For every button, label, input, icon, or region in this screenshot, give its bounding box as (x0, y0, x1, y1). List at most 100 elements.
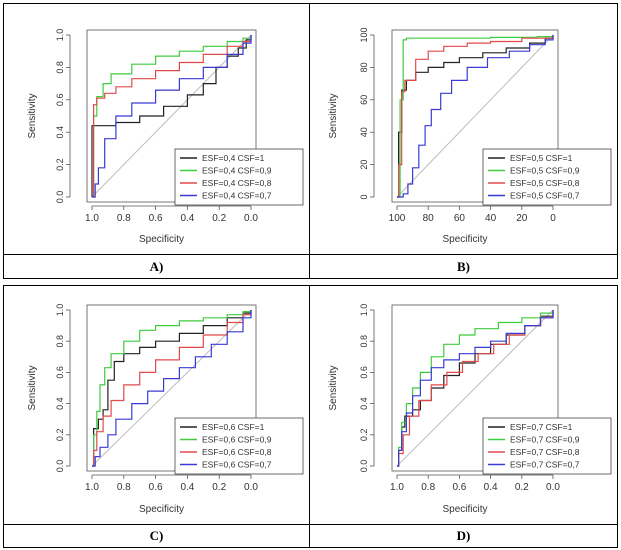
x-tick-label: 0.6 (149, 213, 163, 224)
x-tick-label: 1.0 (390, 482, 404, 493)
x-tick-label: 0.4 (180, 482, 194, 493)
series-line-3 (92, 310, 252, 467)
series-line-2 (397, 35, 554, 198)
y-tick-label: 0.2 (55, 158, 65, 171)
y-tick-label: 0.0 (359, 460, 369, 473)
legend-entry: ESF=0,7 CSF=1 (510, 422, 573, 432)
y-tick-label: 0.8 (55, 61, 65, 74)
diagonal-line-d (396, 309, 554, 467)
x-tick-label: 80 (423, 213, 435, 224)
chart-b: 100 80 60 40 20 0 0 20 40 60 80 100 Specificity Sensi… (328, 27, 612, 245)
y-tick-label: 100 (359, 27, 369, 42)
legend-entry: ESF=0,6 CSF=0,8 (202, 447, 272, 457)
panel-b: 100 80 60 40 20 0 0 20 40 60 80 100 Specificity Sensi… (309, 3, 618, 255)
y-axis-label-c: Sensitivity (27, 365, 38, 410)
series-line-2 (397, 310, 554, 467)
legend-entry: ESF=0,7 CSF=0,9 (510, 435, 580, 445)
y-tick-label: 60 (359, 95, 369, 105)
chart-c: 1.0 0.8 0.6 0.4 0.2 0.0 0.0 0.2 0.4 0.6 0.8 1.0 Spec… (27, 304, 304, 515)
y-axis-label-a: Sensitivity (27, 93, 38, 138)
y-tick-label: 0.0 (55, 191, 65, 204)
series-line-3 (92, 35, 252, 198)
legend-entry: ESF=0,4 CSF=0,7 (202, 191, 272, 201)
y-tick-label: 0.4 (55, 397, 65, 410)
legend-entry: ESF=0,7 CSF=0,8 (510, 447, 580, 457)
plot-frame-d (391, 304, 559, 472)
plot-frame-a (86, 29, 257, 203)
x-tick-label: 1.0 (85, 213, 99, 224)
y-tick-label: 1.0 (55, 29, 65, 42)
y-axis-label-d: Sensitivity (328, 365, 339, 410)
x-tick-label: 0.4 (180, 213, 194, 224)
x-tick-label: 0.2 (212, 213, 226, 224)
legend-entry: ESF=0,6 CSF=0,7 (202, 460, 272, 470)
panel-c: 1.0 0.8 0.6 0.4 0.2 0.0 0.0 0.2 0.4 0.6 0.8 1.0 Spec… (3, 285, 310, 525)
x-tick-label: 0.2 (212, 482, 226, 493)
x-axis-label-a: Specificity (139, 234, 184, 245)
series-line-4 (92, 310, 252, 467)
diagonal-line-b (396, 34, 554, 198)
legend-entry: ESF=0,6 CSF=1 (202, 422, 265, 432)
legend-entry: ESF=0,4 CSF=1 (202, 153, 265, 163)
x-tick-label: 0.0 (546, 482, 560, 493)
x-tick-label: 0.8 (421, 482, 435, 493)
panel-a: 1.0 0.8 0.6 0.4 0.2 0.0 0.0 0.2 0.4 0.6 0.8 1.0 Spec… (3, 3, 310, 255)
legend-entry: ESF=0,6 CSF=0,9 (202, 435, 272, 445)
caption-b: B) (309, 254, 618, 279)
y-tick-label: 0.2 (55, 429, 65, 442)
plot-frame-c (86, 304, 257, 472)
y-tick-label: 0.6 (55, 94, 65, 107)
y-tick-label: 0.4 (359, 397, 369, 410)
legend-entry: ESF=0,5 CSF=0,9 (510, 166, 580, 176)
legend-entry: ESF=0,7 CSF=0,7 (510, 460, 580, 470)
x-tick-label: 0.4 (484, 482, 498, 493)
x-tick-label: 0.0 (244, 482, 258, 493)
y-tick-label: 0.4 (55, 126, 65, 139)
y-tick-label: 1.0 (55, 304, 65, 317)
x-tick-label: 0 (550, 213, 556, 224)
x-tick-label: 0.8 (117, 213, 131, 224)
series-line-4 (397, 310, 554, 467)
x-tick-label: 0.8 (117, 482, 131, 493)
x-axis-label-b: Specificity (442, 234, 487, 245)
x-tick-label: 20 (516, 213, 528, 224)
legend-entry: ESF=0,5 CSF=0,7 (510, 191, 580, 201)
y-tick-label: 0.6 (55, 366, 65, 379)
y-tick-label: 40 (359, 127, 369, 137)
x-tick-label: 0.0 (244, 213, 258, 224)
x-tick-label: 0.6 (452, 482, 466, 493)
plot-frame-b (391, 29, 559, 203)
caption-c: C) (3, 524, 310, 548)
series-line-3 (397, 35, 554, 198)
series-line-4 (92, 35, 252, 198)
chart-a: 1.0 0.8 0.6 0.4 0.2 0.0 0.0 0.2 0.4 0.6 0.8 1.0 Spec… (27, 29, 304, 245)
y-tick-label: 20 (359, 160, 369, 170)
y-tick-label: 0.0 (55, 460, 65, 473)
panel-d: 1.0 0.8 0.6 0.4 0.2 0.0 0.0 0.2 0.4 0.6 0.8 1.0 Spec… (309, 285, 618, 525)
x-tick-label: 0.2 (515, 482, 529, 493)
y-tick-label: 0 (359, 194, 369, 199)
y-tick-label: 0.2 (359, 429, 369, 442)
x-tick-label: 1.0 (85, 482, 99, 493)
series-line-1 (92, 310, 252, 467)
y-tick-label: 1.0 (359, 304, 369, 317)
caption-a: A) (3, 254, 310, 279)
diagonal-line-a (91, 34, 252, 198)
y-axis-label-b: Sensitivity (328, 93, 339, 138)
x-axis-label-c: Specificity (139, 504, 184, 515)
x-tick-label: 100 (389, 213, 406, 224)
legend-entry: ESF=0,4 CSF=0,9 (202, 166, 272, 176)
series-line-4 (397, 35, 554, 198)
series-line-2 (92, 310, 252, 467)
chart-d: 1.0 0.8 0.6 0.4 0.2 0.0 0.0 0.2 0.4 0.6 0.8 1.0 Spec… (328, 304, 612, 515)
x-tick-label: 60 (454, 213, 466, 224)
y-tick-label: 0.8 (359, 335, 369, 348)
y-tick-label: 80 (359, 62, 369, 72)
y-tick-label: 0.8 (55, 335, 65, 348)
series-line-1 (397, 35, 554, 198)
y-tick-label: 0.6 (359, 366, 369, 379)
legend-entry: ESF=0,4 CSF=0,8 (202, 178, 272, 188)
diagonal-line-c (91, 309, 252, 467)
x-tick-label: 40 (485, 213, 497, 224)
